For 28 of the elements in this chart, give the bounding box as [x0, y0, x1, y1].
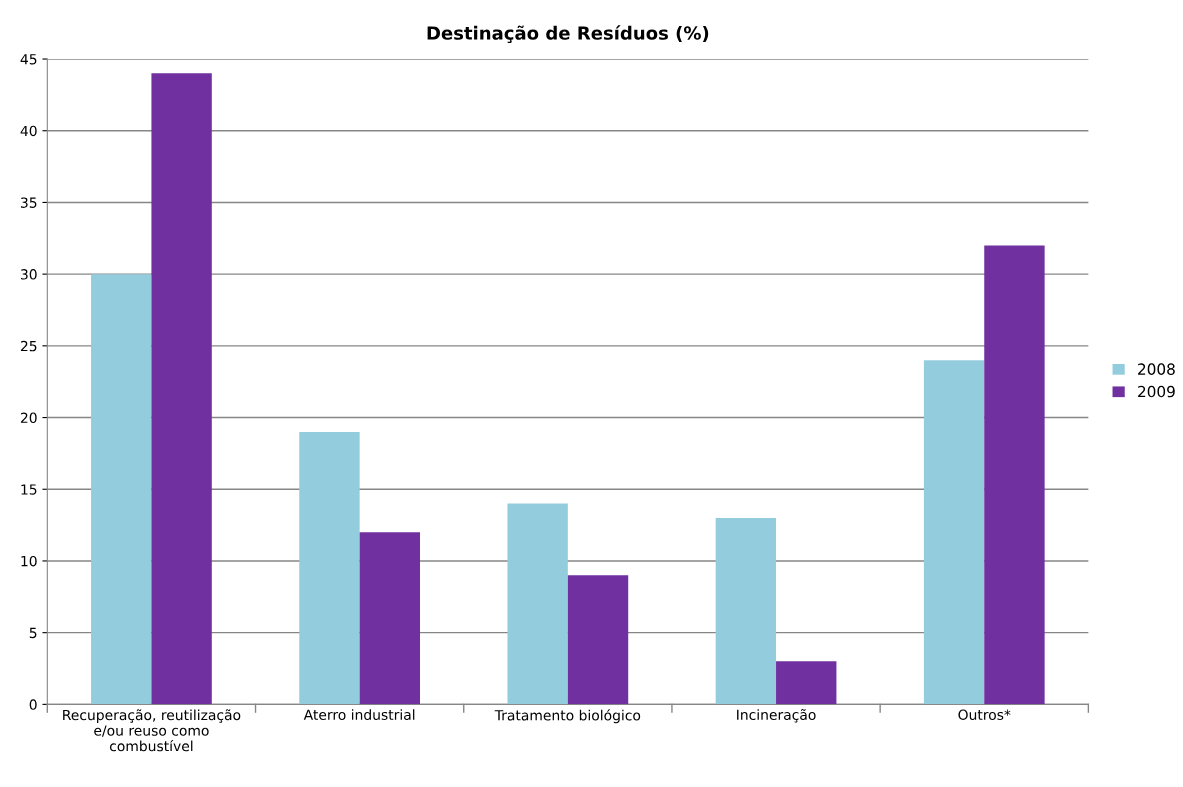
y-tick-label: 0 [29, 699, 37, 710]
y-tick-label: 5 [29, 627, 37, 639]
y-tick-label: 10 [21, 555, 37, 567]
bar [359, 532, 421, 705]
bar [91, 274, 152, 705]
chart-title: Destinação de Resíduos (%) [427, 25, 709, 44]
x-tick-label: Aterro industrial [303, 709, 415, 720]
x-tick-label: Recuperação, reutilização e/ou reuso como combustível [63, 709, 241, 752]
x-tick-label: Incineração [737, 709, 816, 723]
y-tick-label: 25 [20, 340, 37, 352]
bar [151, 73, 212, 705]
y-tick-label: 35 [20, 197, 37, 208]
y-tick-label: 40 [20, 125, 37, 137]
y-tick-label: 20 [20, 412, 37, 424]
legend-label: 2008 [1138, 363, 1175, 375]
y-tick-label: 30 [20, 269, 37, 280]
bar [923, 360, 985, 705]
bar [299, 431, 360, 705]
y-tick-label: 45 [20, 54, 37, 65]
bar [507, 503, 568, 705]
legend-label: 2009 [1138, 385, 1175, 398]
bar [567, 575, 629, 705]
bar [715, 517, 777, 705]
y-tick-label: 15 [21, 484, 37, 495]
x-tick-label: Tratamento biológico [494, 709, 641, 724]
bar [984, 245, 1045, 705]
x-tick-label: Outros* [958, 709, 1011, 720]
bar [776, 661, 837, 705]
